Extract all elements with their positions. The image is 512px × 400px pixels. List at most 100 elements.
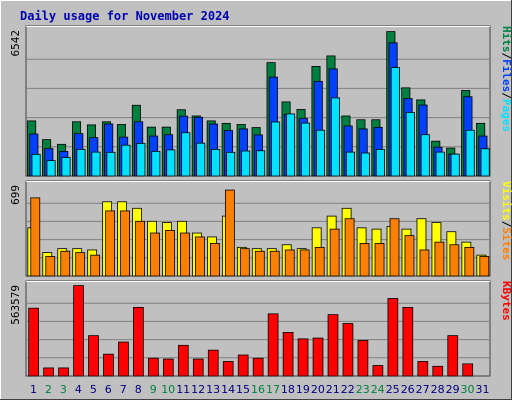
bar-kbytes [252,357,264,377]
x-label-day: 29 [446,383,460,396]
bar-kbytes [297,338,309,377]
bar-pages [196,142,206,177]
x-label-day: 3 [60,383,67,396]
x-label-day: 27 [416,383,430,396]
bar-kbytes [73,285,84,377]
bar-sites [314,246,325,277]
x-label-day: 9 [150,383,157,396]
bar-sites [389,218,400,277]
bar-sites [150,232,160,277]
bar-sites [434,241,445,277]
bar-pages [76,149,86,177]
bar-kbytes [133,306,144,377]
bar-sites [464,246,475,277]
bar-sites [374,243,385,277]
bar-kbytes [207,349,219,377]
bar-sites [284,249,295,277]
bar-pages [166,149,176,177]
x-label-day: 11 [176,383,190,396]
bar-sites [299,249,310,277]
bar-kbytes [118,341,129,377]
bar-pages [435,151,445,177]
bar-sites [195,236,205,277]
bar-pages [390,67,400,177]
bar-sites [419,249,430,277]
bar-sites [135,220,145,277]
bar-kbytes [192,358,204,377]
bar-sites [90,254,101,277]
legend: Hits/Files/Pages [500,26,512,132]
bar-sites [105,210,116,277]
bar-pages [405,112,415,177]
x-label-day: 31 [476,383,490,396]
bar-kbytes [282,331,294,377]
bar-pages [136,143,146,177]
bar-pages [226,151,236,177]
x-label-day: 19 [296,383,310,396]
bar-kbytes [162,358,174,377]
x-label-day: 1 [30,383,37,396]
bar-kbytes [432,365,444,377]
bar-pages [61,157,71,177]
x-label-day: 20 [311,383,325,396]
bar-kbytes [237,354,249,377]
bar-pages [345,151,355,177]
legend-item-visits: Visits [500,181,512,221]
bar-pages [91,151,101,177]
bar-kbytes [267,313,279,377]
legend-separator: / [500,221,512,228]
x-label-day: 26 [401,383,415,396]
x-label-day: 15 [236,383,250,396]
x-label-day: 24 [371,383,385,396]
bar-sites [269,250,280,277]
bars-visits-sites [27,189,490,277]
x-label-day: 21 [326,383,340,396]
bar-pages [211,149,221,177]
bar-kbytes [88,335,99,377]
bar-pages [151,151,161,177]
bar-pages [420,134,430,177]
x-label-day: 18 [281,383,295,396]
legend-separator: / [500,92,512,99]
bar-kbytes [43,367,54,377]
bar-kbytes [28,307,39,377]
bar-kbytes [372,365,384,377]
x-label-day: 22 [341,383,355,396]
x-label-day: 16 [251,383,265,396]
bar-kbytes [58,367,69,377]
legend-item-pages: Pages [500,99,512,132]
x-label-day: 5 [90,383,97,396]
bar-pages [106,151,116,177]
x-label-day: 2 [45,383,52,396]
bars-hits-files-pages [27,31,490,177]
x-label-day: 14 [221,383,235,396]
x-axis-labels: 1 2 3 4 5 6 7 8 9 10 11 12 13 14 15 16 17 18 19 20 21 22 23 24 2… [30,383,490,396]
bar-sites [449,244,460,277]
x-label-day: 25 [386,383,400,396]
bar-pages [46,160,56,177]
bar-sites [180,232,190,277]
bar-sites [45,256,56,277]
panel-kbytes: 563579 KBytes [9,280,512,377]
bar-sites [359,243,370,277]
bar-pages [256,150,266,177]
bar-pages [31,153,41,177]
x-label-day: 8 [135,383,142,396]
x-label-day: 13 [206,383,220,396]
legend-item-files: Files [500,59,512,92]
x-label-day: 12 [191,383,205,396]
chart-title: Daily usage for November 2024 [20,9,230,23]
y-max-label: 6542 [9,30,22,57]
bars-kbytes [28,285,474,377]
bar-kbytes [387,298,399,377]
bar-kbytes [417,361,429,377]
bar-kbytes [222,361,234,377]
bar-pages [480,148,490,177]
panel-visits-sites: 699 Visits/Sites [9,180,512,277]
bar-kbytes [342,323,354,377]
bar-sites [120,210,130,277]
y-max-label: 563579 [9,285,22,325]
bar-sites [254,250,265,277]
